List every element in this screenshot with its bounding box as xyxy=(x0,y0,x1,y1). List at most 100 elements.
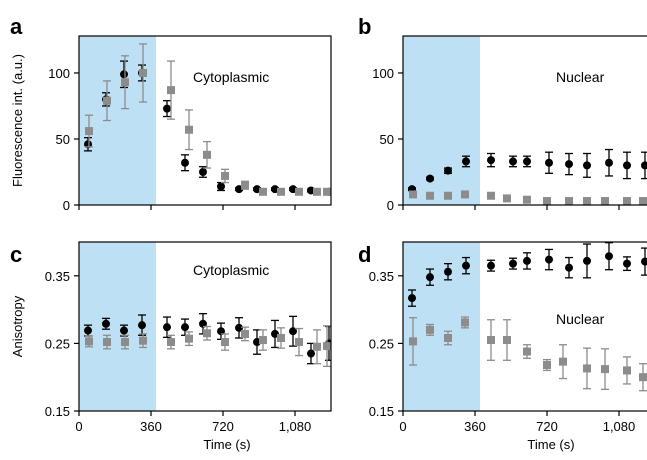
panel-annotation: Nuclear xyxy=(556,69,605,85)
data-point-square xyxy=(121,338,129,347)
series-gray-squares xyxy=(409,316,647,392)
data-point-circle xyxy=(199,167,207,176)
data-point-circle xyxy=(307,349,315,358)
series-black-circles xyxy=(408,148,647,194)
data-point-circle xyxy=(641,257,647,266)
data-point-square xyxy=(313,187,321,196)
x-tick-label: 1,080 xyxy=(279,419,312,434)
data-point-circle xyxy=(102,319,110,328)
data-point-square xyxy=(121,78,129,87)
y-tick-label: 0.35 xyxy=(369,269,394,284)
data-point-square xyxy=(583,364,591,373)
data-point-square xyxy=(639,197,647,205)
data-layer xyxy=(84,313,331,368)
plot-frame xyxy=(78,35,332,206)
data-point-circle xyxy=(462,261,470,270)
data-point-circle xyxy=(487,156,495,165)
data-point-circle xyxy=(217,182,225,191)
data-point-square xyxy=(295,338,303,347)
data-point-circle xyxy=(605,158,613,167)
data-point-circle xyxy=(462,157,470,166)
y-tick-label: 0 xyxy=(387,198,394,213)
data-point-circle xyxy=(545,255,553,264)
x-tick-label: 0 xyxy=(399,419,406,434)
x-tick-label: 1,080 xyxy=(603,419,636,434)
plot-frame xyxy=(402,35,647,206)
data-point-square xyxy=(85,127,93,136)
data-point-square xyxy=(139,336,147,345)
data-point-square xyxy=(323,187,331,196)
panel-d: 0.15 0.25 0.35 0 360 720 1,080 Time (s) Nuclear d xyxy=(358,241,647,452)
data-point-square xyxy=(409,190,417,199)
panel-annotation: Cytoplasmic xyxy=(193,69,269,85)
data-point-square xyxy=(503,194,511,203)
y-axis-title: Fluorescence int. (a.u.) xyxy=(10,54,25,187)
data-point-square xyxy=(543,197,551,205)
x-tick-label: 720 xyxy=(212,419,234,434)
data-point-circle xyxy=(426,273,434,282)
data-point-square xyxy=(461,318,469,327)
data-point-circle xyxy=(426,174,434,183)
y-tick-label: 0.35 xyxy=(45,269,70,284)
series-gray-squares xyxy=(85,325,331,368)
y-tick-label: 50 xyxy=(56,132,70,147)
panel-letter: b xyxy=(358,14,371,39)
y-tick-label: 0.15 xyxy=(45,404,70,419)
data-point-square xyxy=(221,338,229,347)
data-point-circle xyxy=(199,319,207,328)
panel-b: 0 50 100 Nuclear b xyxy=(358,14,647,213)
x-axis-title: Time (s) xyxy=(203,437,250,452)
panel-annotation: Nuclear xyxy=(556,311,605,327)
data-point-circle xyxy=(641,161,647,170)
data-point-square xyxy=(241,181,249,190)
data-point-circle xyxy=(289,327,297,336)
data-point-square xyxy=(487,336,495,345)
data-point-square xyxy=(277,187,285,196)
data-point-square xyxy=(565,197,573,205)
y-tick-label: 0 xyxy=(63,198,70,213)
data-point-circle xyxy=(181,323,189,332)
panel-letter: d xyxy=(358,242,371,267)
data-point-circle xyxy=(84,326,92,335)
data-point-square xyxy=(444,333,452,342)
data-layer xyxy=(84,43,331,196)
data-point-square xyxy=(103,338,111,347)
plot-frame xyxy=(78,241,332,412)
data-point-square xyxy=(426,325,434,334)
data-point-circle xyxy=(163,323,171,332)
y-axis-title: Anisotropy xyxy=(10,295,25,357)
panel-annotation: Cytoplasmic xyxy=(193,262,269,278)
data-point-square xyxy=(426,191,434,200)
x-tick-label: 360 xyxy=(140,419,162,434)
data-point-square xyxy=(623,197,631,205)
shaded-region xyxy=(79,36,156,205)
series-gray-squares xyxy=(409,190,647,205)
data-point-square xyxy=(295,187,303,196)
series-gray-squares xyxy=(85,43,331,196)
y-tick-label: 100 xyxy=(372,66,394,81)
x-tick-label: 0 xyxy=(75,419,82,434)
y-tick-label: 0.25 xyxy=(45,336,70,351)
data-point-square xyxy=(259,336,267,345)
series-black-circles xyxy=(408,242,647,307)
data-point-circle xyxy=(509,157,517,166)
data-point-square xyxy=(523,347,531,356)
y-tick-label: 100 xyxy=(48,66,70,81)
data-point-square xyxy=(487,191,495,200)
data-point-circle xyxy=(623,259,631,268)
y-tick-label: 0.15 xyxy=(369,404,394,419)
data-point-square xyxy=(241,329,249,338)
shaded-region xyxy=(403,242,480,411)
data-point-circle xyxy=(545,158,553,167)
data-layer xyxy=(408,242,647,392)
data-point-circle xyxy=(235,323,243,332)
data-point-square xyxy=(167,338,175,347)
data-point-circle xyxy=(138,321,146,330)
y-tick-label: 0.25 xyxy=(369,336,394,351)
data-point-square xyxy=(259,187,267,196)
data-point-square xyxy=(221,171,229,180)
data-point-circle xyxy=(408,294,416,303)
data-point-square xyxy=(444,191,452,200)
data-point-circle xyxy=(444,166,452,175)
